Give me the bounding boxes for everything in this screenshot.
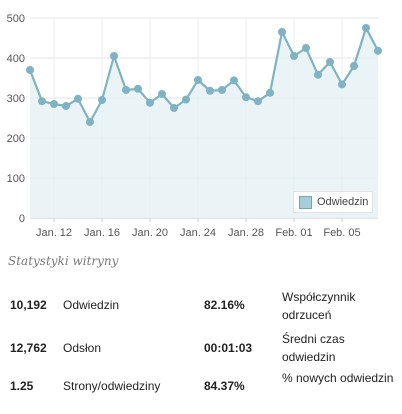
data-point bbox=[230, 76, 238, 85]
x-axis-labels: Jan. 12 Jan. 16 Jan. 20 Jan. 24 Jan. 28 Feb. … bbox=[36, 227, 361, 236]
data-point bbox=[218, 86, 226, 94]
data-point bbox=[326, 58, 334, 66]
stat-row-pages-per-visit: 1.25 Strony/odwiedziny 84.37% % nowych o… bbox=[0, 368, 402, 408]
data-point bbox=[254, 97, 262, 106]
y-axis-labels: 0 100 200 300 400 500 bbox=[7, 13, 25, 225]
section-title: Statystyki witryny bbox=[8, 254, 119, 268]
stat-value: 82.16% bbox=[204, 298, 245, 312]
y-tick-label: 300 bbox=[7, 93, 25, 105]
y-tick-label: 0 bbox=[19, 213, 25, 225]
data-point bbox=[290, 52, 298, 60]
data-point bbox=[158, 90, 166, 98]
stat-label: Współczynnik odrzuceń bbox=[282, 290, 356, 322]
stat-row-pageviews: 12,762 Odsłon 00:01:03 Średni czas odwie… bbox=[0, 326, 402, 366]
chart-points bbox=[26, 24, 382, 126]
x-tick-label: Feb. 05 bbox=[323, 227, 360, 236]
data-point bbox=[134, 84, 142, 93]
stat-row-visits: 10,192 Odwiedzin 82.16% Współczynnik odr… bbox=[0, 284, 402, 324]
data-point bbox=[362, 24, 370, 32]
data-point bbox=[338, 80, 346, 89]
stat-value: 10,192 bbox=[10, 298, 47, 312]
y-tick-label: 100 bbox=[7, 173, 25, 185]
data-point bbox=[86, 118, 94, 126]
y-tick-label: 500 bbox=[7, 13, 25, 25]
x-tick-label: Feb. 01 bbox=[275, 227, 312, 236]
data-point bbox=[98, 96, 106, 104]
x-tick-label: Jan. 24 bbox=[180, 227, 216, 236]
stat-value: 00:01:03 bbox=[204, 341, 253, 355]
data-point bbox=[302, 44, 310, 52]
legend-swatch bbox=[299, 195, 312, 209]
stat-label: Średni czas odwiedzin bbox=[282, 332, 345, 364]
x-tick-label: Jan. 28 bbox=[228, 227, 264, 236]
x-tick-label: Jan. 12 bbox=[36, 227, 72, 236]
data-point bbox=[194, 76, 202, 84]
data-point bbox=[74, 94, 82, 103]
data-point bbox=[278, 28, 286, 36]
stat-value: 1.25 bbox=[10, 379, 34, 393]
data-point bbox=[50, 100, 58, 108]
stat-value: 12,762 bbox=[10, 341, 47, 355]
stat-label: Strony/odwiedziny bbox=[63, 379, 161, 393]
data-point bbox=[374, 46, 382, 55]
data-point bbox=[170, 104, 178, 112]
data-point bbox=[146, 98, 154, 107]
stat-label: Odsłon bbox=[63, 341, 102, 355]
data-point bbox=[122, 86, 130, 94]
data-point bbox=[62, 102, 70, 110]
legend-label: Odwiedzin bbox=[317, 196, 369, 208]
chart-area bbox=[30, 28, 378, 218]
chart-legend: Odwiedzin bbox=[293, 191, 373, 213]
data-point bbox=[182, 95, 190, 104]
data-point bbox=[110, 52, 118, 60]
data-point bbox=[314, 70, 322, 79]
stat-value: 84.37% bbox=[204, 379, 245, 393]
data-point bbox=[266, 88, 274, 97]
stat-label: % nowych odwiedzin bbox=[282, 371, 394, 385]
data-point bbox=[26, 66, 34, 74]
data-point bbox=[242, 93, 250, 102]
data-point bbox=[350, 62, 358, 70]
x-tick-label: Jan. 16 bbox=[84, 227, 120, 236]
series-area bbox=[30, 28, 378, 218]
x-tick-label: Jan. 20 bbox=[132, 227, 168, 236]
stat-label: Odwiedzin bbox=[63, 298, 120, 312]
data-point bbox=[38, 97, 46, 106]
data-point bbox=[206, 86, 214, 95]
y-tick-label: 400 bbox=[7, 53, 25, 65]
y-tick-label: 200 bbox=[7, 133, 25, 145]
